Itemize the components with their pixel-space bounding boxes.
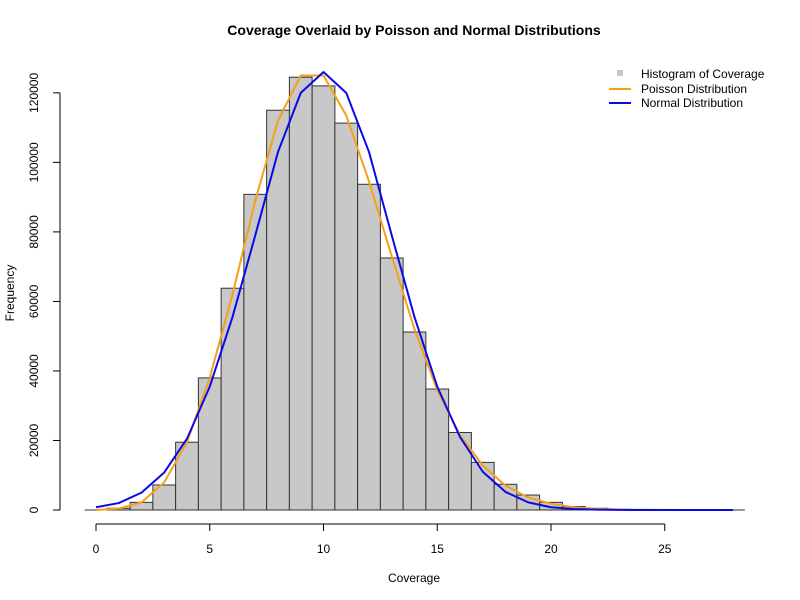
y-tick-label: 0 bbox=[27, 506, 41, 513]
y-axis-label: Frequency bbox=[3, 265, 17, 322]
x-tick-label: 20 bbox=[544, 542, 558, 556]
x-axis: 0 5 10 15 20 25 bbox=[93, 523, 672, 556]
legend-histogram-swatch bbox=[617, 70, 623, 76]
histogram-bar bbox=[129, 501, 154, 511]
histogram-bar bbox=[357, 183, 381, 511]
y-tick-label: 40000 bbox=[27, 354, 41, 388]
x-tick-label: 5 bbox=[206, 542, 213, 556]
histogram-bar bbox=[402, 331, 427, 511]
histogram-bar bbox=[243, 193, 268, 511]
distribution-lines bbox=[95, 71, 734, 511]
normal-line bbox=[95, 71, 733, 511]
y-tick-label: 120000 bbox=[27, 73, 41, 113]
histogram-bar bbox=[175, 441, 199, 511]
histogram-bar bbox=[493, 483, 518, 511]
legend-label-histogram: Histogram of Coverage bbox=[641, 67, 765, 81]
x-tick-label: 10 bbox=[317, 542, 331, 556]
legend-label-normal: Normal Distribution bbox=[641, 96, 743, 110]
y-tick-label: 80000 bbox=[27, 215, 41, 249]
chart-title: Coverage Overlaid by Poisson and Normal … bbox=[227, 22, 601, 38]
histogram-bar bbox=[470, 461, 495, 511]
histogram-bar bbox=[379, 257, 404, 511]
x-axis-label: Coverage bbox=[388, 571, 440, 585]
y-tick-label: 60000 bbox=[27, 284, 41, 318]
legend: Histogram of Coverage Poisson Distributi… bbox=[609, 67, 765, 110]
y-axis: 0 20000 40000 60000 80000 100000 120000 bbox=[27, 73, 61, 513]
x-tick-label: 0 bbox=[93, 542, 100, 556]
legend-label-poisson: Poisson Distribution bbox=[641, 82, 747, 96]
y-tick-label: 20000 bbox=[27, 423, 41, 457]
histogram-bar bbox=[311, 85, 336, 511]
histogram-bar bbox=[334, 122, 359, 511]
histogram-bar bbox=[288, 76, 313, 511]
y-tick-label: 100000 bbox=[27, 142, 41, 182]
x-tick-label: 15 bbox=[431, 542, 445, 556]
histogram-bar bbox=[266, 109, 290, 511]
histogram-bars bbox=[84, 76, 745, 511]
x-tick-label: 25 bbox=[658, 542, 672, 556]
histogram-bar bbox=[448, 431, 472, 511]
